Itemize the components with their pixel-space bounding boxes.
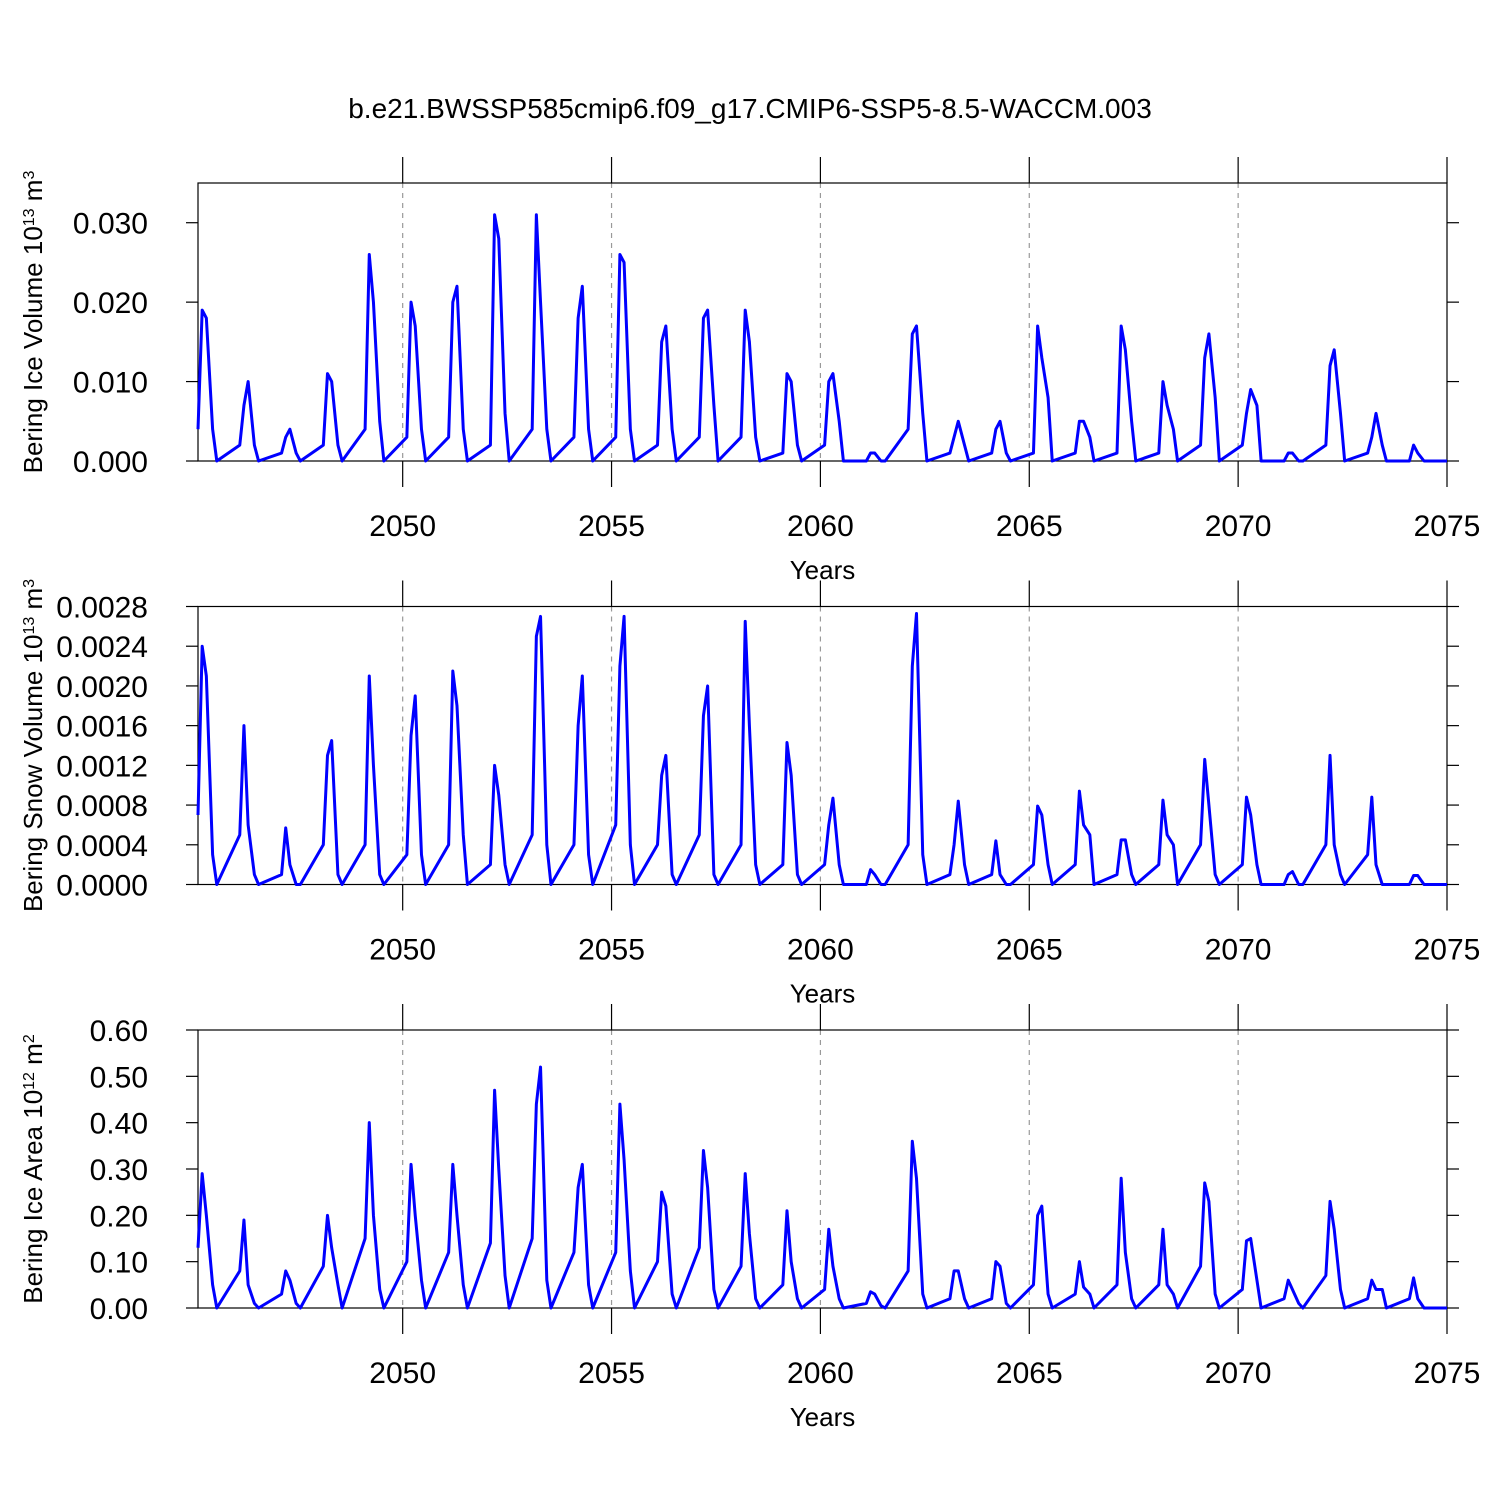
x-tick-label: 2060 bbox=[787, 1357, 854, 1390]
y-tick-label: 0.0028 bbox=[56, 592, 148, 625]
x-tick-label: 2070 bbox=[1205, 1357, 1272, 1390]
x-tick-label: 2055 bbox=[578, 1357, 645, 1390]
x-tick-label: 2075 bbox=[1414, 934, 1481, 967]
x-tick-label: 2065 bbox=[996, 510, 1063, 543]
y-tick-label: 0.0012 bbox=[56, 750, 148, 783]
x-tick-label: 2070 bbox=[1205, 510, 1272, 543]
x-tick-label: 2065 bbox=[996, 934, 1063, 967]
figure-title: b.e21.BWSSP585cmip6.f09_g17.CMIP6-SSP5-8… bbox=[348, 93, 1152, 124]
y-axis-title-part: m bbox=[18, 180, 48, 209]
x-tick-label: 2055 bbox=[578, 934, 645, 967]
data-line bbox=[196, 1065, 1447, 1310]
y-tick-label: 0.20 bbox=[90, 1200, 148, 1233]
y-tick-label: 0.030 bbox=[73, 208, 148, 241]
x-tick-label: 2060 bbox=[787, 934, 854, 967]
data-line bbox=[196, 213, 1447, 463]
y-axis-title-part: Bering Snow Volume 10 bbox=[18, 635, 48, 913]
x-tick-label: 2050 bbox=[369, 1357, 436, 1390]
x-tick-label: 2070 bbox=[1205, 934, 1272, 967]
y-tick-label: 0.10 bbox=[90, 1247, 148, 1280]
y-tick-label: 0.30 bbox=[90, 1154, 148, 1187]
data-line bbox=[196, 611, 1447, 886]
y-tick-label: 0.010 bbox=[73, 367, 148, 400]
y-tick-label: 0.40 bbox=[90, 1108, 148, 1141]
y-axis-title-exponent: 13 bbox=[21, 208, 38, 226]
y-tick-label: 0.0020 bbox=[56, 671, 148, 704]
y-axis-title: Bering Snow Volume 1013 m3 bbox=[18, 579, 48, 912]
x-tick-label: 2060 bbox=[787, 510, 854, 543]
x-tick-label: 2065 bbox=[996, 1357, 1063, 1390]
y-tick-label: 0.0008 bbox=[56, 790, 148, 823]
plot-frame bbox=[197, 182, 1448, 462]
x-tick-label: 2055 bbox=[578, 510, 645, 543]
x-tick-label: 2050 bbox=[369, 934, 436, 967]
y-tick-label: 0.50 bbox=[90, 1061, 148, 1094]
x-tick-label: 2050 bbox=[369, 510, 436, 543]
y-axis-title-exponent: 12 bbox=[21, 1072, 38, 1090]
plot-frame bbox=[197, 1029, 1448, 1309]
y-tick-label: 0.020 bbox=[73, 287, 148, 320]
y-tick-label: 0.0016 bbox=[56, 711, 148, 744]
y-axis-title: Bering Ice Volume 1013 m3 bbox=[18, 171, 48, 474]
y-axis-title-part: Bering Ice Volume 10 bbox=[18, 226, 48, 473]
y-tick-label: 0.0000 bbox=[56, 870, 148, 903]
y-axis-title-exponent: 3 bbox=[21, 579, 38, 588]
y-tick-label: 0.60 bbox=[90, 1015, 148, 1048]
x-tick-label: 2075 bbox=[1414, 510, 1481, 543]
x-axis-title: Years bbox=[790, 979, 856, 1009]
y-axis-title-exponent: 13 bbox=[21, 617, 38, 635]
x-tick-label: 2075 bbox=[1414, 1357, 1481, 1390]
y-axis-title-part: m bbox=[18, 1043, 48, 1072]
y-axis-title-exponent: 3 bbox=[21, 171, 38, 180]
x-axis-title: Years bbox=[790, 555, 856, 585]
y-axis-title-exponent: 2 bbox=[21, 1034, 38, 1043]
y-axis-title: Bering Ice Area 1012 m2 bbox=[18, 1034, 48, 1304]
y-axis-title-part: Bering Ice Area 10 bbox=[18, 1090, 48, 1304]
y-tick-label: 0.0024 bbox=[56, 631, 148, 664]
x-axis-title: Years bbox=[790, 1402, 856, 1432]
y-tick-label: 0.0004 bbox=[56, 830, 148, 863]
y-tick-label: 0.000 bbox=[73, 446, 148, 479]
y-axis-title-part: m bbox=[18, 588, 48, 617]
y-tick-label: 0.00 bbox=[90, 1293, 148, 1326]
plot-frame bbox=[197, 605, 1448, 886]
